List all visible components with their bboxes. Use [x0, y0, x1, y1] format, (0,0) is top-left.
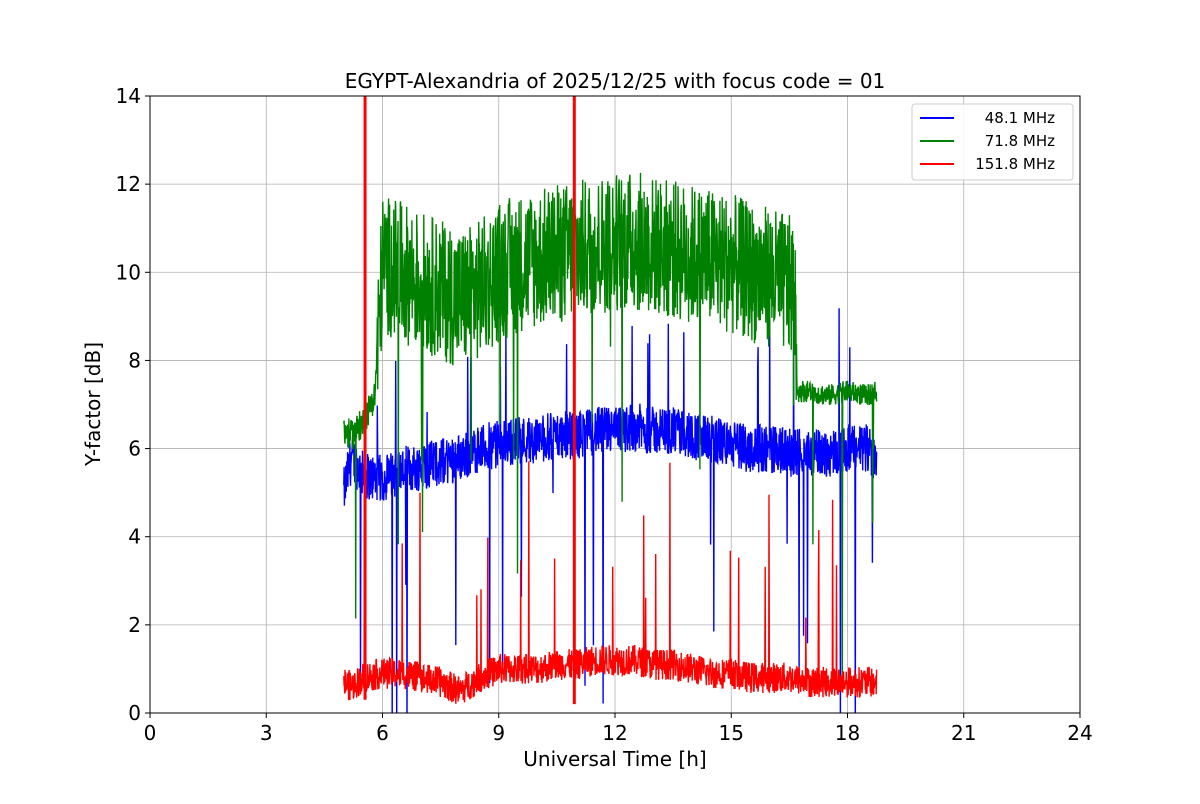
series-line-1 [343, 308, 878, 713]
legend-items: 48.1 MHz 71.8 MHz 151.8 MHz [920, 109, 1055, 173]
x-tick-label: 24 [1067, 721, 1092, 745]
x-axis-label: Universal Time [h] [523, 747, 706, 771]
x-tick-label: 3 [260, 721, 273, 745]
legend: 48.1 MHz 71.8 MHz 151.8 MHz [911, 103, 1074, 181]
x-tick-label: 9 [492, 721, 505, 745]
x-tick-label: 0 [144, 721, 157, 745]
x-tick-label: 6 [376, 721, 389, 745]
x-tick-label: 21 [951, 721, 976, 745]
y-tick-label: 6 [128, 437, 141, 461]
y-axis-label: Y-factor [dB] [81, 342, 105, 467]
x-tick-label: 18 [835, 721, 860, 745]
legend-label: 48.1 MHz [985, 109, 1055, 127]
y-tick-label: 2 [128, 613, 141, 637]
y-tick-label: 12 [116, 172, 141, 196]
series-layer [343, 96, 878, 713]
legend-label: 151.8 MHz [975, 155, 1055, 173]
chart-title: EGYPT-Alexandria of 2025/12/25 with focu… [345, 69, 886, 93]
series-line-2 [343, 172, 878, 682]
legend-label: 71.8 MHz [985, 132, 1055, 150]
y-tick-label: 0 [128, 701, 141, 725]
y-tick-label: 8 [128, 348, 141, 372]
x-tick-label: 15 [719, 721, 744, 745]
series-line-3 [343, 461, 878, 704]
legend-box [911, 103, 1074, 181]
y-tick-label: 4 [128, 525, 141, 549]
y-tick-label: 10 [116, 260, 141, 284]
y-tick-label: 14 [116, 84, 141, 108]
x-tick-label: 12 [602, 721, 627, 745]
